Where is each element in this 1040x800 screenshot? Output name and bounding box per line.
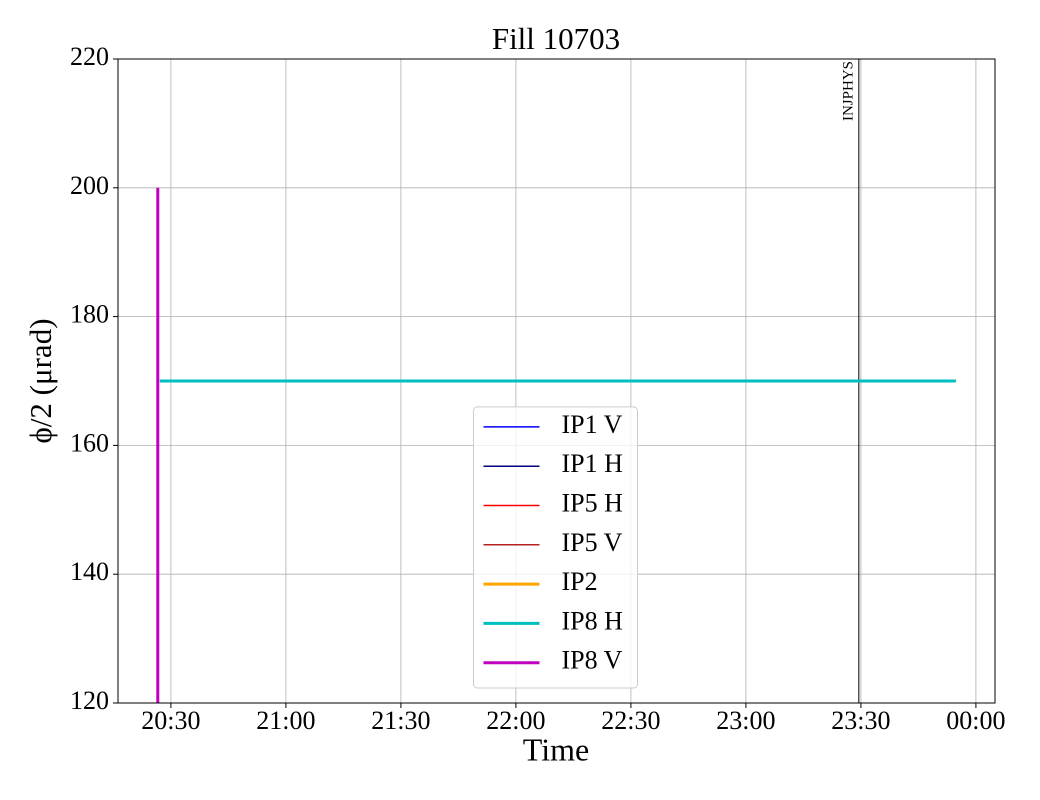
x-tick-label: 22:00 (486, 706, 545, 735)
legend-label: IP2 (562, 567, 598, 596)
y-axis-label: ϕ/2 (μrad) (23, 318, 58, 443)
legend-box (473, 406, 638, 689)
x-tick-label: 23:00 (716, 706, 775, 735)
y-tick-label: 200 (70, 171, 109, 200)
annotation-label: INJPHYS (840, 61, 856, 121)
legend-label: IP1 V (562, 410, 623, 439)
legend-label: IP5 H (562, 488, 624, 517)
legend-label: IP1 H (562, 449, 624, 478)
x-tick-label: 20:30 (141, 706, 200, 735)
y-tick-label: 160 (70, 428, 109, 457)
x-tick-label: 23:30 (831, 706, 890, 735)
x-axis-label: Time (523, 731, 589, 767)
x-tick-label: 21:30 (371, 706, 430, 735)
legend-label: IP5 V (562, 528, 623, 557)
x-tick-label: 22:30 (601, 706, 660, 735)
y-tick-label: 180 (70, 300, 109, 329)
x-tick-label: 00:00 (946, 706, 1005, 735)
y-tick-label: 220 (70, 42, 109, 71)
legend-label: IP8 V (562, 646, 623, 675)
y-tick-label: 120 (70, 686, 109, 715)
legend: IP1 V IP1 H IP5 H IP5 V IP2 IP8 H IP8 V (473, 406, 638, 689)
plot-frame (117, 58, 996, 704)
chart-title: Fill 10703 (492, 21, 620, 56)
y-tick-label: 140 (70, 557, 109, 586)
legend-label: IP8 H (562, 606, 624, 635)
x-tick-label: 21:00 (256, 706, 315, 735)
